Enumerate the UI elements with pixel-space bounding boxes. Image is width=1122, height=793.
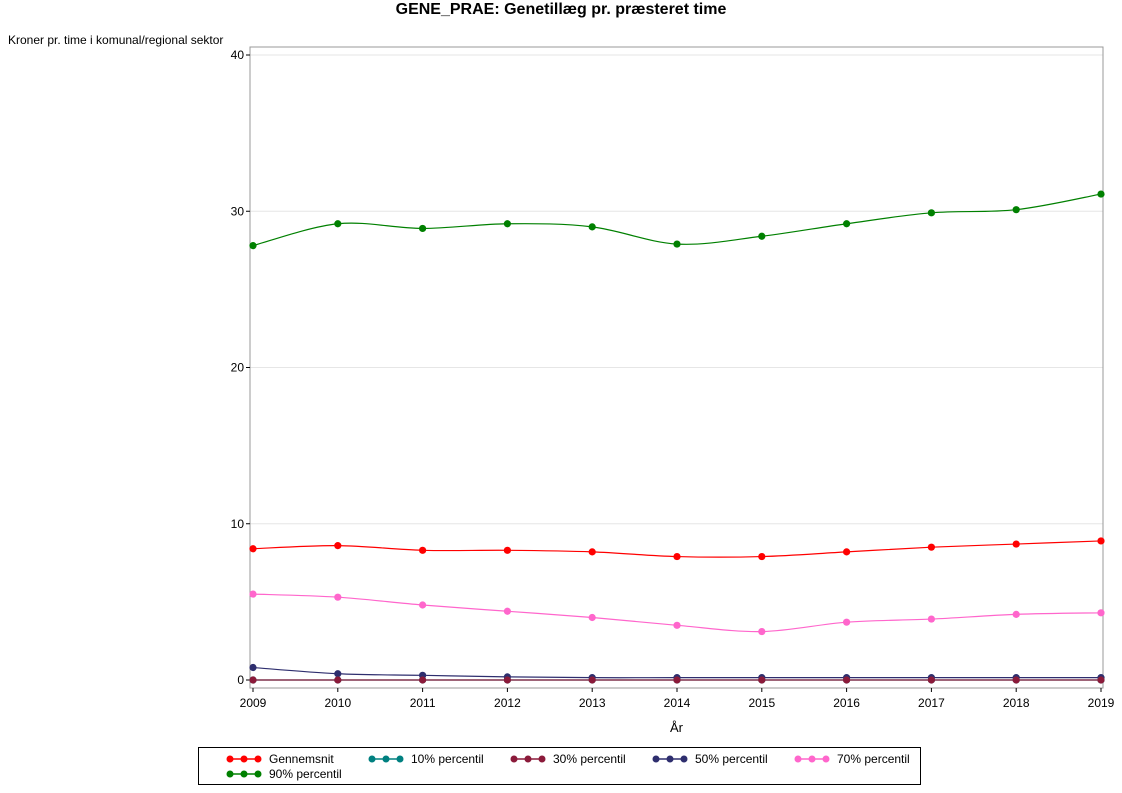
data-point (1012, 610, 1020, 618)
y-tick-label: 20 (231, 361, 245, 375)
y-tick-label: 40 (231, 48, 245, 62)
data-point (419, 546, 427, 554)
legend-swatch (652, 755, 688, 763)
data-point (927, 209, 936, 217)
data-point (843, 618, 851, 626)
legend-label: 70% percentil (837, 752, 910, 766)
legend-swatch (226, 755, 262, 763)
series-gennemsnit (249, 537, 1105, 561)
data-point (334, 220, 342, 228)
data-point (334, 676, 342, 684)
legend-swatch (368, 755, 404, 763)
legend-label: 50% percentil (695, 752, 768, 766)
data-point (1097, 609, 1105, 617)
data-point (1097, 190, 1105, 198)
legend-item: 30% percentil (509, 752, 626, 766)
legend-swatch (510, 755, 546, 763)
legend-item: 50% percentil (651, 752, 768, 766)
data-point (503, 220, 511, 228)
data-point (758, 676, 766, 684)
x-tick-label: 2009 (240, 696, 267, 710)
data-point (927, 615, 936, 623)
x-tick-label: 2015 (748, 696, 775, 710)
data-point (1012, 206, 1020, 214)
data-point (1097, 537, 1105, 545)
series-90-percentil (249, 190, 1105, 250)
x-tick-label: 2011 (410, 696, 436, 710)
data-point (334, 670, 342, 678)
data-point (758, 552, 766, 561)
data-point (249, 242, 257, 250)
data-point (419, 676, 427, 684)
data-point (334, 593, 342, 601)
data-point (249, 663, 257, 672)
x-axis-label: År (670, 720, 683, 735)
data-point (503, 607, 511, 615)
legend-swatch (226, 770, 262, 778)
data-point (249, 676, 257, 684)
legend: Gennemsnit 10% percentil 30% percentil 50% … (198, 747, 921, 785)
legend-item: 10% percentil (367, 752, 484, 766)
y-tick-label: 10 (231, 517, 245, 531)
data-point (503, 676, 511, 684)
x-tick-label: 2018 (1003, 696, 1030, 710)
data-point (419, 601, 427, 609)
x-tick-label: 2012 (494, 696, 521, 710)
data-point (588, 676, 596, 684)
data-point (758, 627, 766, 636)
x-tick-label: 2017 (918, 696, 945, 710)
series-30-percentil (249, 676, 1105, 684)
data-point (503, 546, 511, 554)
data-point (673, 676, 681, 684)
data-point (927, 676, 936, 684)
data-point (249, 590, 257, 598)
data-point (588, 548, 596, 556)
data-point (1012, 676, 1020, 684)
data-point (1097, 676, 1105, 684)
series-line (252, 193, 1102, 247)
data-point (927, 543, 936, 551)
x-tick-label: 2019 (1088, 696, 1115, 710)
data-point (588, 613, 596, 622)
data-point (334, 542, 342, 550)
y-axis-label: Kroner pr. time i komunal/regional sekto… (8, 33, 224, 47)
data-point (673, 552, 681, 561)
legend-label: Gennemsnit (269, 752, 334, 766)
data-point (1012, 540, 1020, 548)
data-point (673, 240, 681, 248)
data-point (843, 676, 851, 684)
legend-swatch (794, 755, 830, 763)
x-tick-label: 2016 (833, 696, 860, 710)
legend-label: 10% percentil (411, 752, 484, 766)
series-70-percentil (249, 590, 1105, 636)
data-point (758, 232, 766, 240)
data-point (843, 548, 851, 556)
legend-item: Gennemsnit (225, 752, 334, 766)
legend-item: 90% percentil (225, 767, 342, 781)
legend-item: 70% percentil (793, 752, 910, 766)
data-point (843, 220, 851, 228)
chart-title: GENE_PRAE: Genetillæg pr. præsteret time (395, 1, 727, 18)
chart-plot: 0 10 20 30 40 2009 2010 2011 2012 2013 2014 2015 201… (231, 46, 1115, 710)
legend-label: 30% percentil (553, 752, 626, 766)
legend-label: 90% percentil (269, 767, 342, 781)
x-tick-label: 2010 (324, 696, 351, 710)
y-tick-label: 0 (237, 673, 244, 687)
x-tick-label: 2014 (664, 696, 691, 710)
y-tick-label: 30 (231, 204, 245, 218)
data-point (249, 545, 257, 553)
data-point (419, 224, 427, 233)
x-tick-label: 2013 (579, 696, 606, 710)
data-point (588, 223, 596, 231)
data-point (673, 621, 681, 629)
